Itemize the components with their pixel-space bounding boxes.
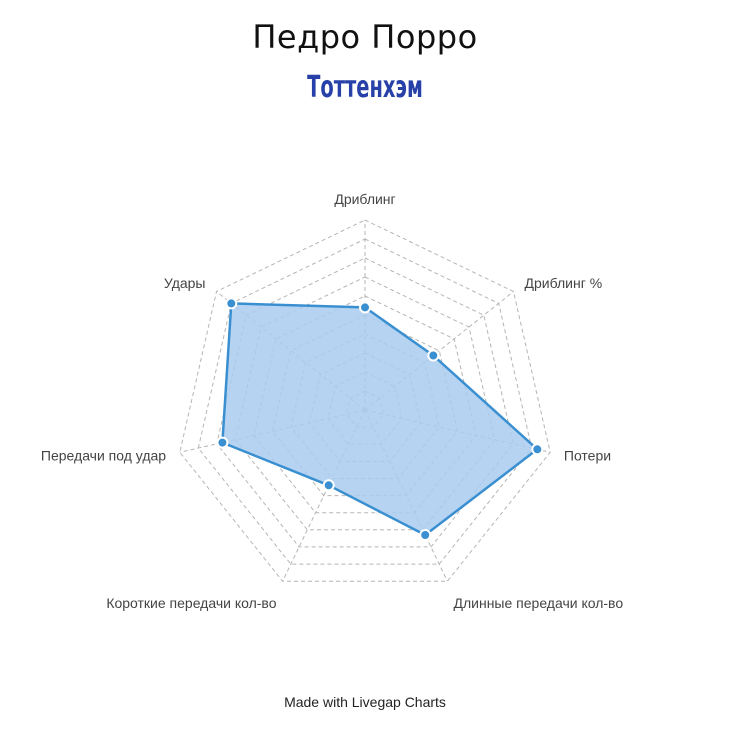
series-area-0 (221, 302, 539, 537)
grid-ring-10 (179, 219, 551, 582)
radar-series-layer (216, 297, 544, 541)
axis-label-0: Дриблинг (334, 191, 395, 207)
axis-label-6: Удары (164, 275, 206, 291)
data-point-2[interactable] (531, 443, 544, 456)
axis-label-5: Передачи под удар (41, 447, 166, 463)
data-point-0[interactable] (359, 301, 371, 314)
axis-label-3: Длинные передачи кол-во (454, 595, 624, 611)
data-point-3[interactable] (419, 529, 432, 541)
footer-credit: Made with Livegap Charts (284, 694, 446, 710)
radar-axis-labels: Дриблинг Дриблинг % Потери Длинные передачи… (41, 191, 623, 611)
data-point-5[interactable] (216, 436, 229, 449)
grid-ring-9 (197, 238, 533, 565)
axis-label-4: Короткие передачи кол-во (106, 595, 276, 611)
data-point-1[interactable] (427, 349, 440, 362)
axis-label-2: Потери (564, 447, 611, 463)
chart-title: Педро Порро (252, 18, 478, 56)
data-point-6[interactable] (225, 297, 238, 310)
data-point-4[interactable] (322, 479, 335, 492)
chart-subtitle: Тоттенхэм (307, 70, 423, 105)
axis-label-1: Дриблинг % (525, 275, 603, 291)
